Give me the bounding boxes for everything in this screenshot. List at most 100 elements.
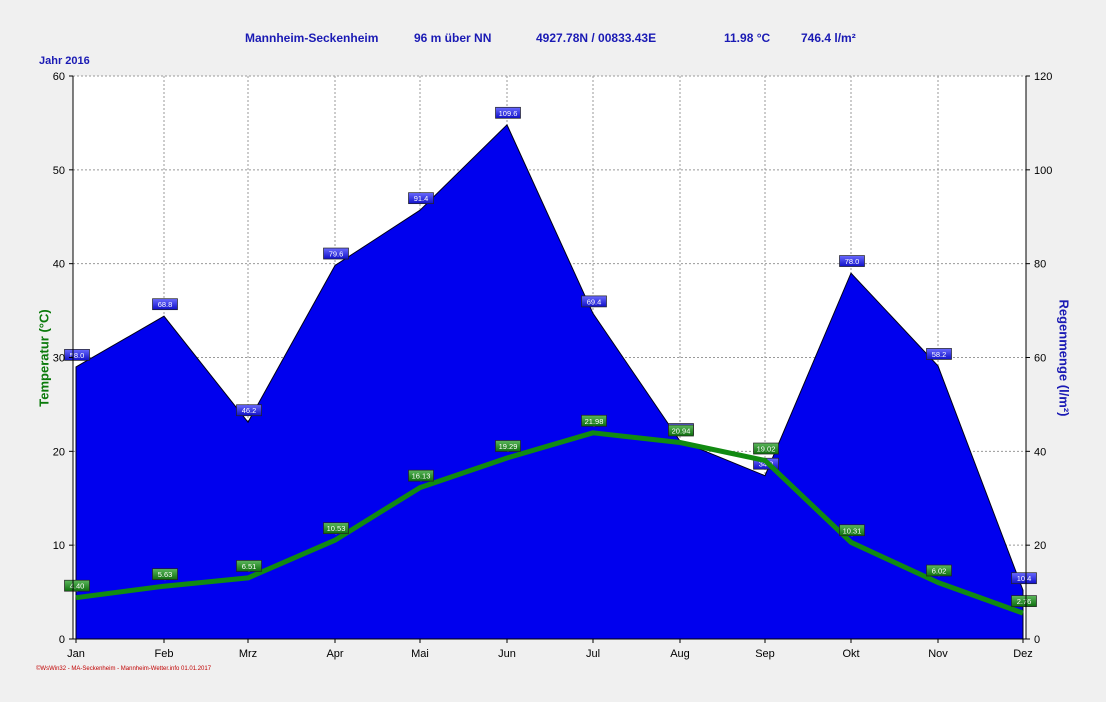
label-text: 6.51 — [242, 562, 257, 571]
footer-credit: ©WsWin32 - MA-Seckenheim - Mannheim-Wett… — [36, 666, 212, 672]
x-tick-label: Jul — [586, 648, 600, 660]
y-right-tick-label: 0 — [1034, 634, 1040, 646]
y-left-tick-label: 60 — [53, 71, 65, 83]
label-box — [323, 522, 349, 535]
altitude: 96 m über NN — [414, 31, 492, 45]
year-label: Jahr 2016 — [39, 55, 90, 67]
x-tick-label: Sep — [755, 648, 775, 660]
label-text: 10.4 — [1017, 574, 1032, 583]
label-box — [839, 255, 865, 267]
y-left-tick-label: 40 — [53, 259, 65, 271]
label-box — [495, 440, 521, 452]
label-text: 19.29 — [499, 442, 518, 451]
label-text: 79.6 — [329, 250, 344, 259]
rain-data-label: 58.0 — [64, 349, 90, 361]
rain-data-label: 109.6 — [495, 106, 521, 119]
x-tick-label: Okt — [842, 648, 859, 660]
label-box — [668, 424, 694, 437]
temperature-data-label: 21.98 — [581, 414, 607, 427]
label-box — [1011, 595, 1037, 607]
y-right-tick-label: 120 — [1034, 71, 1052, 83]
label-text: 109.6 — [499, 109, 518, 118]
y-right-tick-label: 40 — [1034, 446, 1046, 458]
label-text: 20.94 — [672, 427, 691, 436]
label-text: 78.0 — [845, 257, 860, 266]
temperature-data-label: 2.76 — [1011, 595, 1037, 608]
y-left-tick-label: 20 — [53, 446, 65, 458]
rain-data-label: 78.0 — [839, 255, 865, 268]
label-text: 58.2 — [932, 350, 947, 359]
label-text: 10.53 — [327, 524, 346, 533]
label-text: 21.98 — [585, 417, 604, 426]
x-tick-label: Feb — [155, 648, 174, 660]
temperature-data-label: 4.40 — [64, 579, 90, 592]
label-text: 46.2 — [242, 406, 257, 415]
label-text: 68.8 — [158, 300, 173, 309]
temperature-series: 4.40 5.63 6.51 10.53 16.13 19.29 21.98 20.94 19.… — [64, 414, 1037, 616]
mean-temperature: 11.98 °C — [724, 31, 771, 45]
label-text: 4.40 — [70, 582, 85, 591]
label-text: 69.4 — [587, 297, 602, 306]
label-text: 10.31 — [843, 526, 862, 535]
label-box — [581, 414, 607, 427]
y-left-tick-label: 30 — [53, 353, 65, 365]
x-tick-label: Jun — [498, 648, 516, 660]
label-box — [408, 469, 434, 482]
y-right-tick-label: 80 — [1034, 259, 1046, 271]
rain-series: 58.068.846.279.691.4109.669.442.234.878.… — [64, 106, 1037, 640]
y-right-tick-label: 60 — [1034, 353, 1046, 365]
temperature-data-label: 6.02 — [926, 564, 952, 577]
rain-data-label: 58.2 — [926, 348, 952, 360]
rain-data-label: 69.4 — [581, 295, 607, 308]
temperature-data-label: 10.53 — [323, 522, 349, 535]
label-text: 6.02 — [932, 567, 947, 576]
rain-data-label: 91.4 — [408, 192, 434, 205]
y-axis-right-label: Regenmenge (l/m²) — [1056, 299, 1072, 417]
label-box — [323, 247, 349, 260]
temperature-data-label: 20.94 — [668, 424, 694, 437]
label-box — [753, 442, 779, 455]
temperature-data-label: 6.51 — [236, 560, 262, 572]
axes: 0 10 20 30 40 50 60 0 20 40 60 80 100 120 Jan Feb Mrz Apr… — [53, 71, 1053, 660]
y-left-tick-label: 10 — [53, 540, 65, 552]
rain-data-label: 79.6 — [323, 247, 349, 260]
rain-data-label: 10.4 — [1011, 572, 1037, 585]
x-tick-label: Apr — [326, 648, 343, 660]
label-box — [926, 564, 952, 577]
station-name: Mannheim-Seckenheim — [245, 31, 379, 45]
label-text: 5.63 — [158, 570, 173, 579]
label-text: 16.13 — [412, 472, 431, 481]
rain-data-label: 46.2 — [236, 404, 262, 417]
rain-area — [75, 123, 1024, 640]
label-box — [839, 524, 865, 537]
label-box — [64, 579, 90, 592]
temperature-data-label: 19.02 — [753, 442, 779, 455]
temperature-data-label: 19.29 — [495, 440, 521, 452]
label-box — [236, 560, 262, 572]
label-box — [581, 295, 607, 308]
rain-data-label: 68.8 — [152, 298, 178, 311]
coordinates: 4927.78N / 00833.43E — [536, 31, 657, 45]
temperature-line — [75, 430, 1024, 616]
temperature-data-label: 10.31 — [839, 524, 865, 537]
label-box — [1011, 572, 1037, 585]
x-tick-label: Aug — [670, 648, 690, 660]
total-rainfall: 746.4 l/m² — [801, 31, 856, 45]
x-tick-label: Mai — [411, 648, 429, 660]
y-left-tick-label: 50 — [53, 165, 65, 177]
y-left-tick-label: 0 — [59, 634, 65, 646]
label-box — [152, 568, 178, 581]
label-box — [495, 106, 521, 119]
temperature-data-label: 5.63 — [152, 568, 178, 581]
y-right-tick-label: 20 — [1034, 540, 1046, 552]
label-text: 91.4 — [414, 194, 429, 203]
x-tick-label: Dez — [1013, 648, 1033, 660]
x-tick-label: Jan — [67, 648, 85, 660]
label-text: 19.02 — [757, 445, 776, 454]
x-tick-label: Nov — [928, 648, 948, 660]
label-box — [64, 349, 90, 361]
label-text: 2.76 — [1017, 597, 1032, 606]
label-box — [926, 348, 952, 360]
label-text: 58.0 — [70, 351, 85, 360]
